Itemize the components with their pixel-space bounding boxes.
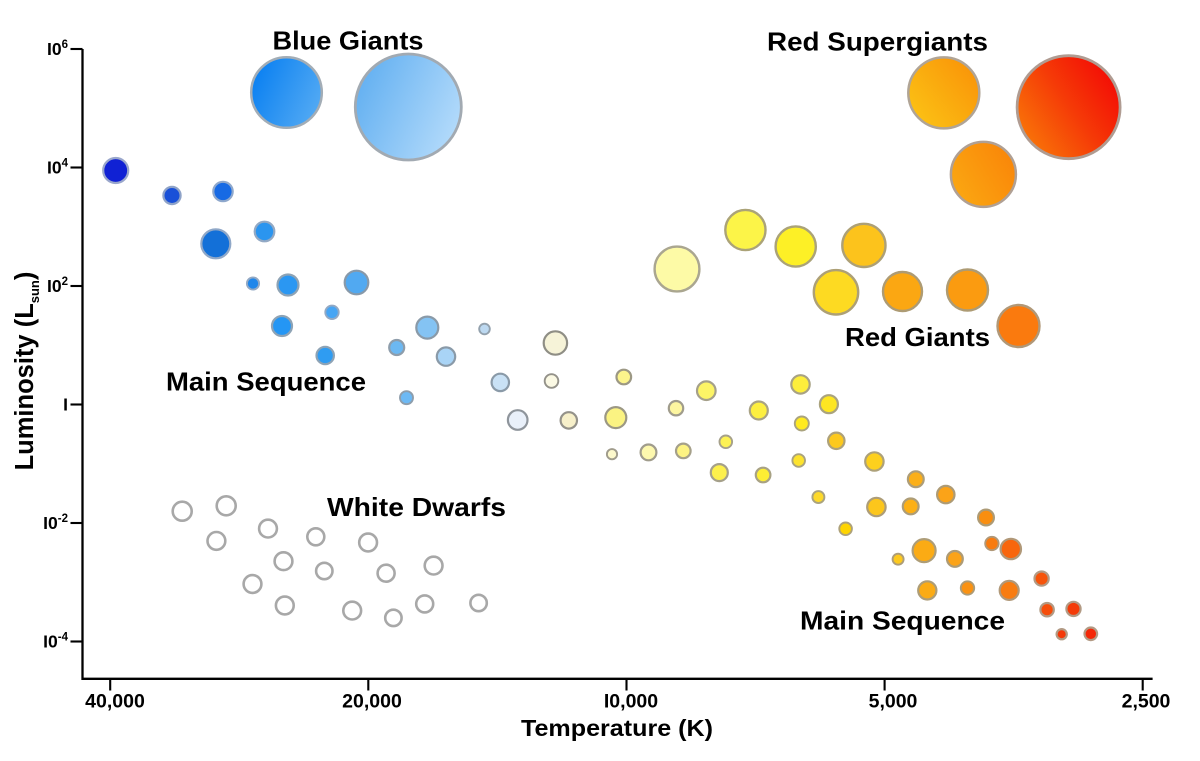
- svg-text:Main Sequence: Main Sequence: [800, 606, 1005, 636]
- svg-text:Luminosity (Lsun): Luminosity (Lsun): [11, 272, 42, 471]
- svg-text:20,000: 20,000: [342, 691, 402, 713]
- svg-text:Blue Giants: Blue Giants: [273, 25, 424, 55]
- svg-text:5,000: 5,000: [869, 691, 918, 713]
- svg-text:Temperature (K): Temperature (K): [521, 715, 713, 741]
- svg-text:I0,000: I0,000: [604, 691, 658, 713]
- svg-text:Red Supergiants: Red Supergiants: [767, 27, 988, 57]
- svg-text:Main Sequence: Main Sequence: [166, 366, 366, 396]
- svg-text:White Dwarfs: White Dwarfs: [327, 492, 506, 522]
- svg-text:I: I: [63, 395, 68, 415]
- svg-text:Red Giants: Red Giants: [845, 322, 990, 352]
- svg-text:40,000: 40,000: [85, 691, 145, 713]
- svg-text:2,500: 2,500: [1122, 691, 1171, 713]
